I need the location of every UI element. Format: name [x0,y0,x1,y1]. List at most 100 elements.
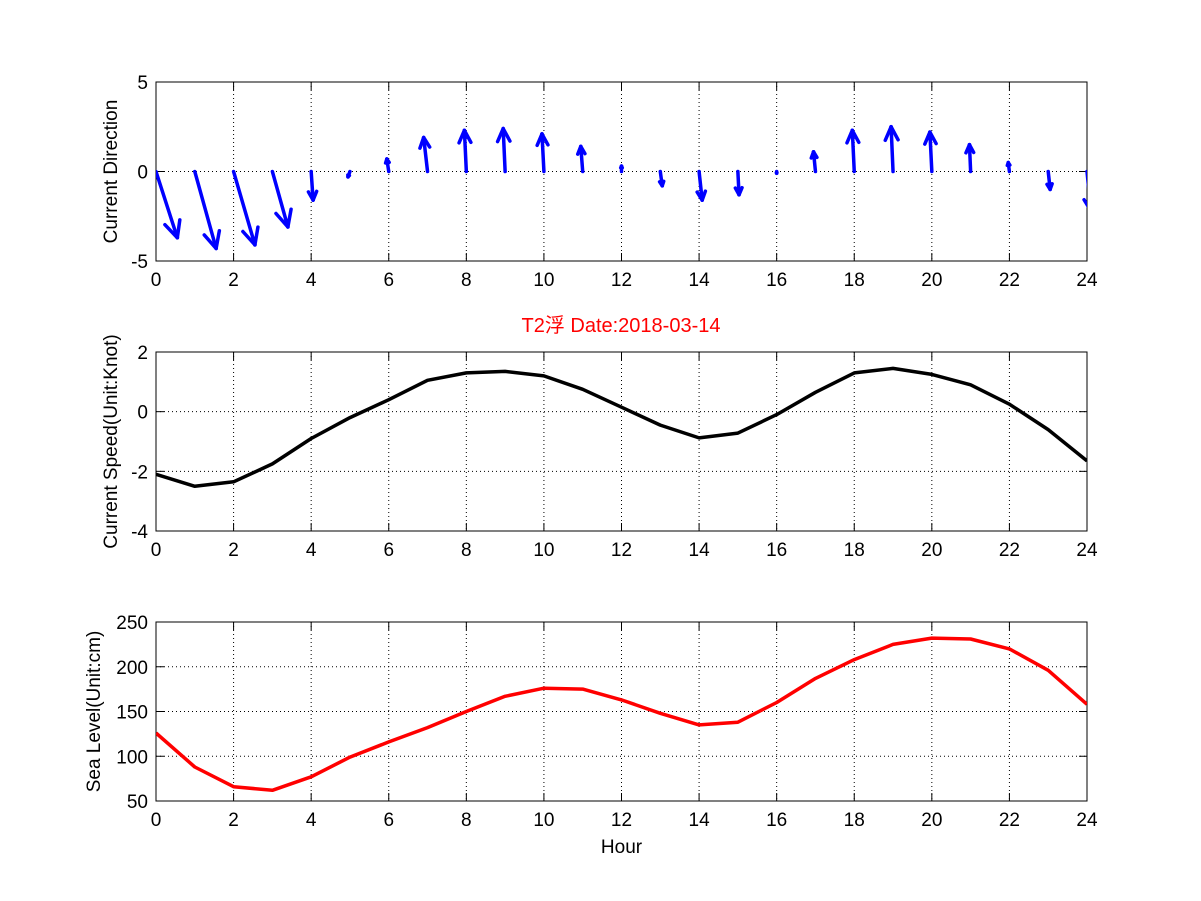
current-arrow [1005,160,1012,174]
arrow-head [462,128,473,145]
current-arrow [270,169,293,229]
x-tick-label: 24 [1076,540,1098,561]
arrow-head [964,142,972,155]
y-tick-label: 50 [127,792,148,813]
x-tick-label: 18 [844,270,865,291]
x-tick-label: 14 [689,540,711,561]
arrow-head [535,132,544,148]
x-tick-label: 24 [1076,270,1098,291]
arrow-shaft [928,130,934,174]
arrow-head [214,229,222,251]
current-arrow [809,150,819,174]
arrow-shaft [462,128,469,174]
x-tick-label: 0 [151,810,162,831]
arrow-shaft [193,169,218,251]
series-line-1 [156,366,1087,489]
current-arrow [457,128,473,174]
current-arrow [193,169,222,251]
arrow-head [495,126,505,144]
arrow-shaft [697,169,704,202]
y-tick-label: -5 [131,252,148,273]
y-tick-label: -4 [131,522,148,543]
x-tick-label: 16 [766,540,787,561]
current-arrow [774,169,779,176]
current-arrow [695,169,708,202]
x-tick-label: 2 [228,810,239,831]
arrow-shaft [231,169,257,247]
x-tick-label: 10 [533,270,554,291]
arrow-head [850,128,861,145]
arrow-head [1048,182,1054,192]
x-tick-label: 4 [306,810,317,831]
arrow-head [274,211,290,229]
arrow-head [618,164,624,170]
y-tick-label: 100 [116,747,148,768]
x-tick-label: 6 [383,810,394,831]
arrow-shaft [421,135,430,174]
x-tick-label: 2 [228,540,239,561]
arrow-shaft [579,144,585,174]
current-arrow [575,144,587,174]
current-arrow [306,169,319,202]
x-tick-label: 20 [921,540,942,561]
arrow-shaft [540,132,546,174]
current-arrow [156,169,182,240]
arrow-head [163,222,180,240]
x-tick-label: 12 [611,540,632,561]
x-tick-label: 18 [844,540,865,561]
x-tick-label: 12 [611,270,632,291]
arrow-head [660,179,666,188]
arrow-head [889,125,900,142]
arrow-shaft [309,169,315,202]
arrow-head [501,126,512,143]
y-axis-label: Current Speed(Unit:Knot) [101,334,122,548]
series-line-1 [156,636,1087,793]
current-arrow [383,157,391,174]
arrow-head [286,207,293,229]
quiver-arrows [156,125,1087,251]
arrow-shaft [850,128,856,174]
current-arrow [657,169,666,188]
current-arrow [964,142,976,174]
arrow-head [346,173,352,179]
current-arrow [1045,169,1054,192]
arrow-head [575,144,583,156]
figure-title: T2浮 Date:2018-03-14 [521,314,720,337]
x-tick-label: 16 [766,270,787,291]
arrow-head [418,135,426,150]
arrow-shaft [156,169,180,240]
arrow-head [809,150,816,160]
x-tick-label: 4 [306,270,317,291]
arrow-head [241,229,257,247]
x-tick-label: 6 [383,540,394,561]
arrow-head [923,130,932,146]
x-tick-label: 2 [228,270,239,291]
current-arrow [418,135,432,174]
x-tick-label: 0 [151,540,162,561]
x-axis-label: Hour [601,837,643,858]
arrow-head [700,189,708,202]
current-arrow [1082,169,1087,208]
y-tick-label: 0 [137,403,148,424]
x-tick-label: 22 [999,540,1020,561]
x-tick-label: 18 [844,810,865,831]
x-tick-label: 24 [1076,810,1098,831]
current-arrow [535,132,550,174]
arrow-head [253,225,260,247]
y-tick-label: 150 [116,703,148,724]
y-tick-label: 0 [137,163,148,184]
current-arrow [883,125,900,174]
x-tick-label: 8 [461,810,472,831]
x-tick-label: 10 [533,810,554,831]
current-arrow [231,169,260,247]
current-arrow [618,164,625,174]
x-tick-label: 14 [689,810,711,831]
current-arrow [845,128,861,174]
x-tick-label: 20 [921,270,942,291]
y-tick-label: 2 [137,343,148,364]
x-tick-label: 0 [151,270,162,291]
